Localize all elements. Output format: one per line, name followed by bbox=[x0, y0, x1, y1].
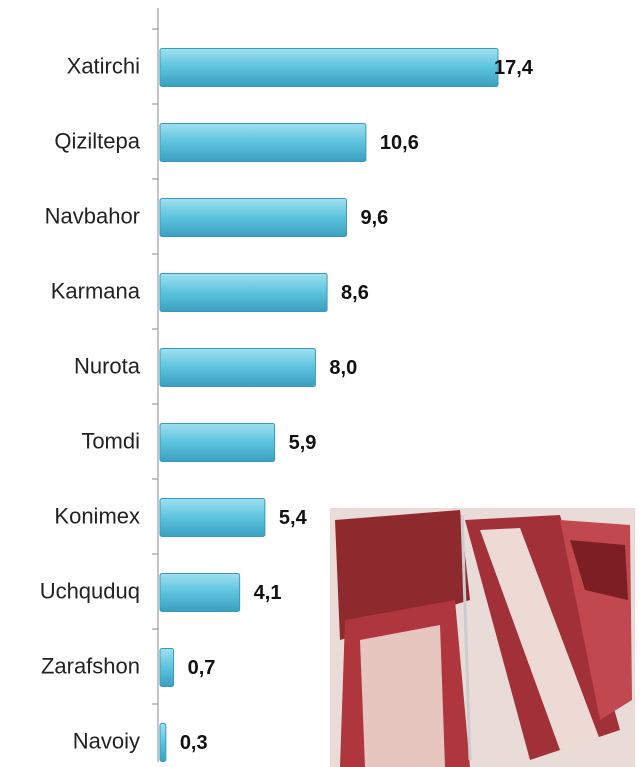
value-label: 9,6 bbox=[360, 207, 388, 229]
bar bbox=[159, 648, 175, 687]
value-label: 4,1 bbox=[254, 582, 282, 604]
bar bbox=[159, 498, 266, 537]
bar bbox=[159, 423, 276, 462]
category-label: Karmana bbox=[51, 278, 141, 303]
bar bbox=[159, 348, 316, 387]
bar bbox=[159, 723, 167, 762]
value-label: 17,4 bbox=[494, 57, 534, 79]
value-label: 10,6 bbox=[380, 132, 419, 154]
meat-photo bbox=[330, 508, 635, 767]
bar bbox=[159, 198, 347, 237]
value-label: 0,7 bbox=[188, 657, 216, 679]
category-label: Uchquduq bbox=[40, 578, 140, 603]
value-label: 0,3 bbox=[180, 732, 208, 754]
category-label: Zarafshon bbox=[41, 653, 140, 678]
bar bbox=[159, 573, 241, 612]
bar bbox=[159, 273, 328, 312]
category-label: Xatirchi bbox=[67, 53, 140, 78]
category-label: Navbahor bbox=[45, 203, 140, 228]
value-label: 8,6 bbox=[341, 282, 369, 304]
category-label: Konimex bbox=[54, 503, 140, 528]
category-label: Qiziltepa bbox=[54, 128, 140, 153]
bar bbox=[159, 48, 499, 87]
bar bbox=[159, 123, 367, 162]
category-label: Navoiy bbox=[73, 728, 140, 753]
value-label: 8,0 bbox=[329, 357, 357, 379]
category-label: Tomdi bbox=[81, 428, 140, 453]
category-label: Nurota bbox=[74, 353, 141, 378]
value-label: 5,4 bbox=[279, 507, 308, 529]
value-label: 5,9 bbox=[289, 432, 317, 454]
